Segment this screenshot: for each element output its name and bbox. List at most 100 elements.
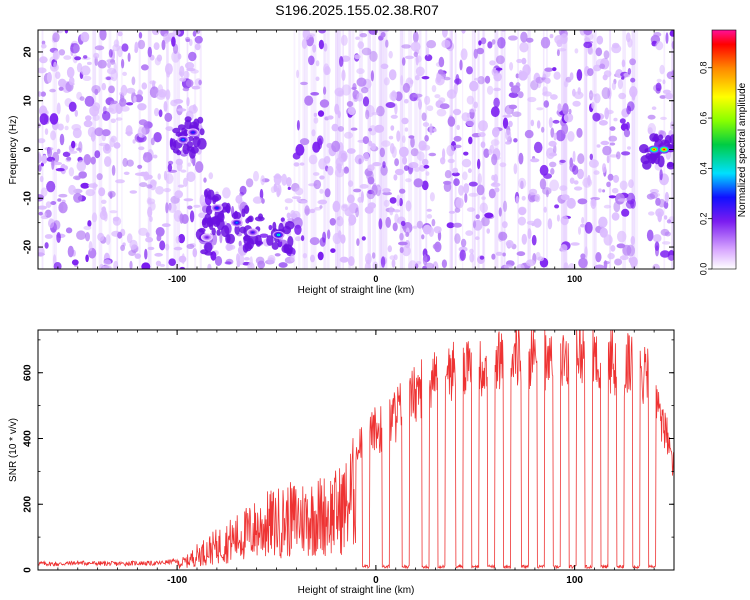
heatmap-speckle: [302, 30, 311, 40]
heatmap-dense-cell: [200, 249, 209, 255]
heatmap-speckle: [133, 95, 137, 103]
snr-series-line: [38, 330, 674, 570]
heatmap-speckle: [486, 228, 491, 234]
heatmap-speckle: [432, 261, 439, 269]
heatmap-speckle: [502, 114, 513, 118]
heatmap-speckle: [495, 67, 503, 71]
heatmap-speckle: [409, 79, 414, 85]
heatmap-speckle: [478, 40, 482, 46]
heatmap-speckle: [618, 92, 627, 100]
heatmap-speckle: [101, 206, 106, 212]
heatmap-speckle: [577, 87, 581, 95]
heatmap-speckle: [361, 47, 372, 56]
heatmap-speckle: [365, 253, 372, 265]
heatmap-speckle: [342, 204, 348, 209]
heatmap-speckle: [39, 175, 44, 183]
heatmap-speckle: [602, 163, 607, 174]
heatmap-dense-cell: [667, 161, 674, 168]
heatmap-speckle: [422, 224, 432, 235]
heatmap-speckle: [488, 188, 496, 199]
colorbar-ticks: 0.0 0.2 0.4 0.6 0.8: [698, 61, 712, 275]
heatmap-speckle: [323, 63, 330, 76]
heatmap-speckle: [563, 80, 569, 88]
heatmap-speckle: [165, 202, 169, 214]
heatmap-speckle: [426, 105, 434, 112]
heatmap-speckle: [521, 233, 527, 245]
heatmap-speckle: [74, 109, 79, 117]
heatmap-speckle: [168, 202, 177, 213]
heatmap-speckle: [73, 175, 81, 180]
heatmap-speckle: [629, 86, 638, 98]
heatmap-speckle: [323, 86, 327, 95]
heatmap-speckle: [318, 30, 326, 34]
heatmap-speckle: [222, 187, 231, 199]
heatmap-speckle: [461, 158, 472, 168]
heatmap-speckle: [495, 55, 505, 65]
heatmap-speckle: [38, 205, 47, 210]
heatmap-speckle: [319, 175, 325, 180]
heatmap-streak: [383, 30, 388, 269]
heatmap-speckle: [602, 189, 606, 193]
heatmap-speckle: [493, 87, 501, 92]
heatmap-speckle: [518, 207, 527, 216]
heatmap-speckle: [137, 164, 143, 169]
heatmap-hotspot: [177, 135, 190, 144]
heatmap-speckle: [621, 208, 630, 217]
heatmap-speckle: [290, 210, 296, 219]
heatmap-speckle: [567, 131, 575, 142]
heatmap-dense-cell: [242, 243, 249, 253]
heatmap-dense-cell: [271, 242, 279, 250]
heatmap-speckle: [461, 112, 470, 122]
heatmap-streak: [482, 30, 484, 269]
heatmap-speckle: [656, 78, 662, 83]
heatmap-speckle: [294, 187, 304, 196]
heatmap-speckle: [463, 151, 469, 156]
heatmap-speckle: [463, 183, 470, 194]
heatmap-speckle: [40, 162, 45, 167]
heatmap-speckle: [441, 259, 447, 269]
heatmap-speckle: [441, 39, 451, 49]
heatmap-speckle: [583, 30, 593, 36]
heatmap-speckle: [91, 85, 101, 94]
heatmap-speckle: [186, 97, 190, 107]
heatmap-speckle: [163, 101, 168, 112]
heatmap-speckle: [611, 187, 619, 194]
heatmap-speckle: [533, 218, 542, 228]
heatmap-speckle: [562, 103, 569, 115]
heatmap-speckle: [183, 70, 190, 79]
heatmap-speckle: [280, 217, 285, 222]
heatmap-speckle: [120, 84, 128, 96]
heatmap-speckle: [40, 91, 46, 97]
heatmap-speckle: [117, 31, 123, 37]
heatmap-speckle: [557, 103, 562, 112]
heatmap-speckle: [413, 51, 418, 57]
heatmap-speckle: [426, 40, 437, 49]
heatmap-speckle: [508, 92, 519, 98]
heatmap-speckle: [372, 162, 382, 167]
heatmap-speckle: [281, 173, 288, 186]
heatmap-speckle: [198, 79, 202, 86]
heatmap-x-ticks: -100 0 100: [57, 30, 675, 284]
colorbar-tick-label: 0.4: [698, 162, 708, 175]
heatmap-speckle: [76, 230, 86, 240]
heatmap-speckle: [44, 234, 53, 239]
heatmap-speckle: [308, 55, 315, 66]
heatmap-speckle: [317, 199, 328, 205]
heatmap-speckle: [581, 216, 585, 225]
heatmap-speckle: [173, 246, 183, 251]
heatmap-speckle: [175, 236, 180, 244]
heatmap-speckle: [534, 193, 541, 203]
heatmap-speckle: [609, 142, 616, 146]
heatmap-speckle: [398, 241, 408, 246]
heatmap-speckle: [479, 202, 488, 214]
heatmap-speckle: [560, 194, 570, 201]
heatmap-speckle: [616, 151, 621, 160]
heatmap-speckle: [613, 201, 621, 213]
heatmap-speckle: [646, 193, 656, 200]
heatmap-speckle: [563, 262, 569, 269]
heatmap-speckle: [165, 126, 173, 131]
heatmap-speckle: [521, 57, 527, 65]
heatmap-speckle: [168, 258, 176, 267]
heatmap-speckle: [530, 158, 540, 163]
